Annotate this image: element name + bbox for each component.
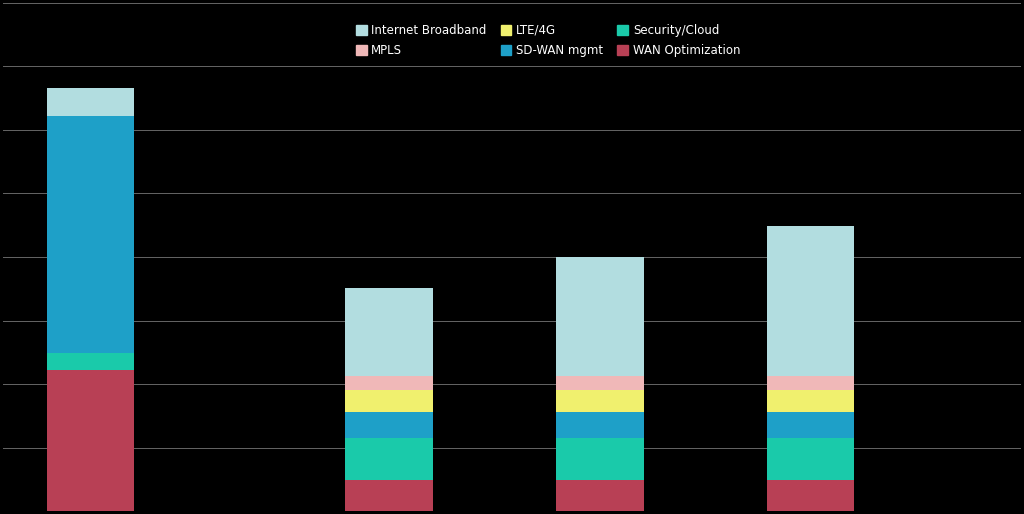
- Bar: [47, 353, 134, 370]
- Legend: Internet Broadband, MPLS, LTE/4G, SD-WAN mgmt, Security/Cloud, WAN Optimization: Internet Broadband, MPLS, LTE/4G, SD-WAN…: [356, 24, 740, 57]
- Bar: [345, 288, 433, 376]
- Bar: [556, 480, 644, 511]
- Bar: [345, 390, 433, 412]
- Bar: [767, 438, 854, 480]
- Bar: [556, 257, 644, 376]
- Bar: [47, 370, 134, 511]
- Bar: [556, 412, 644, 438]
- Bar: [767, 412, 854, 438]
- Bar: [767, 390, 854, 412]
- Bar: [345, 412, 433, 438]
- Bar: [345, 376, 433, 390]
- Bar: [345, 480, 433, 511]
- Bar: [767, 376, 854, 390]
- Bar: [47, 87, 134, 116]
- Bar: [556, 390, 644, 412]
- Bar: [767, 480, 854, 511]
- Bar: [767, 226, 854, 376]
- Bar: [47, 116, 134, 353]
- Bar: [556, 438, 644, 480]
- Bar: [556, 376, 644, 390]
- Bar: [345, 438, 433, 480]
